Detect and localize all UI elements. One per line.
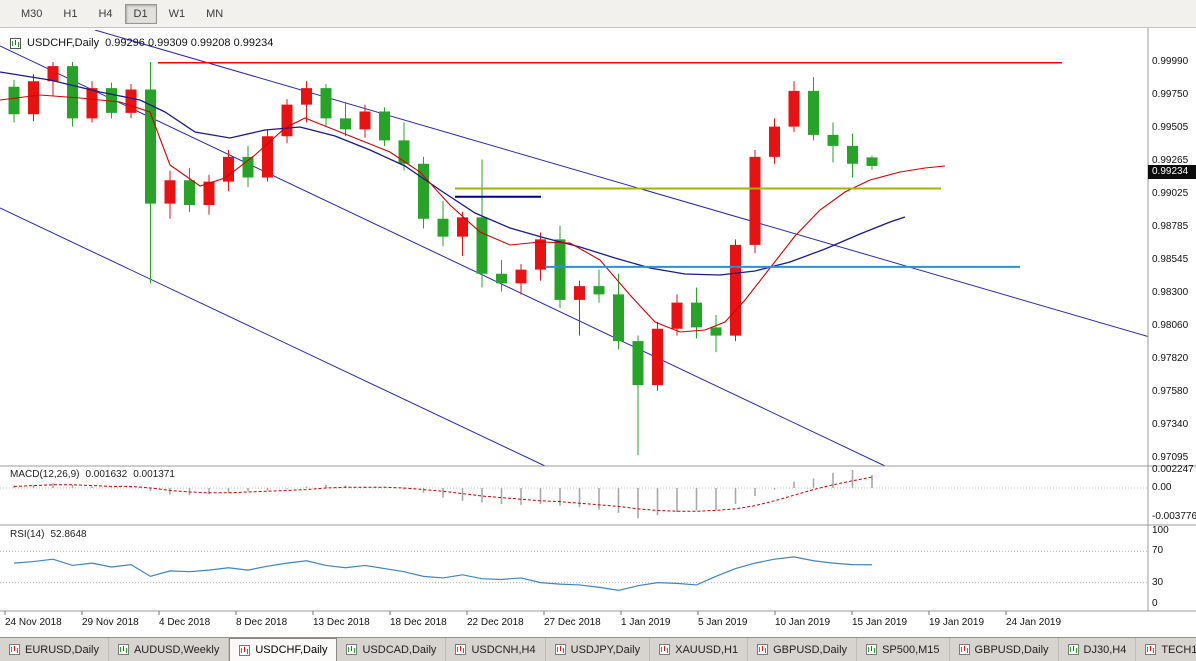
time-axis-label: 19 Jan 2019: [929, 617, 985, 628]
tab-label: USDCNH,H4: [471, 643, 536, 656]
timeframe-button-h1[interactable]: H1: [63, 7, 78, 20]
tab-chart-icon: [1145, 644, 1157, 655]
rsi-indicator-label: RSI(14) 52.8648: [10, 529, 87, 540]
tab-label: SP500,M15: [882, 643, 940, 656]
tab-label: USDJPY,Daily: [570, 643, 641, 656]
tab-label: USDCHF,Daily: [255, 644, 328, 656]
chart-icon: [10, 37, 21, 49]
tab-chart-icon: [659, 644, 671, 655]
tab-chart-icon: [239, 644, 251, 656]
chart-tab-eurusd-daily[interactable]: EURUSD,Daily: [0, 638, 109, 661]
rsi-value: 52.8648: [50, 529, 87, 540]
macd-scale-label: 0.002247: [1152, 464, 1194, 475]
price-axis-label: 0.98785: [1152, 221, 1189, 232]
time-axis-label: 24 Nov 2018: [5, 617, 62, 628]
price-axis-label: 0.99990: [1152, 56, 1189, 67]
price-axis-label: 0.97820: [1152, 353, 1189, 364]
rsi-name: RSI(14): [10, 529, 45, 540]
tab-chart-icon: [117, 644, 129, 655]
time-axis-label: 1 Jan 2019: [621, 617, 671, 628]
macd-scale-label: 0.00: [1152, 482, 1172, 493]
tab-chart-icon: [455, 644, 467, 655]
chart-ohlc-values: 0.99296 0.99309 0.99208 0.99234: [105, 37, 274, 49]
chart-tab-bar: EURUSD,Daily AUDUSD,Weekly USDCHF,Daily USD…: [0, 637, 1196, 661]
tab-chart-icon: [757, 644, 769, 655]
chart-tab-xauusd-h1[interactable]: XAUUSD,H1: [650, 638, 749, 661]
price-axis-label: 0.97095: [1152, 452, 1189, 463]
time-axis-label: 24 Jan 2019: [1006, 617, 1062, 628]
chart-tab-usdjpy-daily[interactable]: USDJPY,Daily: [546, 638, 651, 661]
time-axis-label: 18 Dec 2018: [390, 617, 447, 628]
time-axis-label: 10 Jan 2019: [775, 617, 831, 628]
timeframe-toolbar: M30 H1 H4 D1 W1 MN: [0, 0, 1196, 28]
tab-chart-icon: [346, 644, 358, 655]
time-axis-label: 22 Dec 2018: [467, 617, 524, 628]
rsi-scale-label: 100: [1152, 525, 1169, 536]
price-axis-label: 0.98300: [1152, 287, 1189, 298]
price-axis-label: 0.98060: [1152, 320, 1189, 331]
time-axis-label: 27 Dec 2018: [544, 617, 601, 628]
rsi-scale-label: 0: [1152, 598, 1158, 609]
macd-indicator-label: MACD(12,26,9) 0.001632 0.001371: [10, 469, 175, 480]
time-axis-label: 15 Jan 2019: [852, 617, 908, 628]
timeframe-button-w1[interactable]: W1: [168, 7, 186, 20]
chart-tab-gbpusd-daily[interactable]: GBPUSD,Daily: [748, 638, 858, 661]
chart-tab-gbpusd-daily[interactable]: GBPUSD,Daily: [950, 638, 1059, 661]
tab-label: EURUSD,Daily: [25, 643, 99, 656]
tab-chart-icon: [958, 644, 970, 655]
time-axis-label: 29 Nov 2018: [82, 617, 139, 628]
timeframe-button-h4[interactable]: H4: [98, 7, 113, 20]
price-axis-label: 0.98545: [1152, 254, 1189, 265]
time-axis-label: 13 Dec 2018: [313, 617, 370, 628]
macd-signal-value: 0.001371: [133, 469, 175, 480]
price-axis-label: 0.99025: [1152, 188, 1189, 199]
chart-tab-dj30-h4[interactable]: DJ30,H4: [1059, 638, 1137, 661]
price-axis-label: 0.97340: [1152, 419, 1189, 430]
tab-chart-icon: [554, 644, 566, 655]
price-axis-label: 0.99750: [1152, 89, 1189, 100]
chart-tab-usdcad-daily[interactable]: USDCAD,Daily: [337, 638, 447, 661]
current-price-badge: 0.99234: [1148, 165, 1196, 179]
chart-tab-sp500-m15[interactable]: SP500,M15: [857, 638, 950, 661]
macd-main-value: 0.001632: [85, 469, 128, 480]
tab-chart-icon: [1067, 644, 1079, 655]
tab-label: AUDUSD,Weekly: [133, 643, 220, 656]
price-axis-label: 0.99265: [1152, 155, 1189, 166]
tab-label: USDCAD,Daily: [362, 643, 437, 656]
tab-label: GBPUSD,Daily: [974, 643, 1049, 656]
chart-tab-usdchf-daily[interactable]: USDCHF,Daily: [229, 638, 338, 661]
tab-label: TECH100,H1: [1161, 643, 1196, 656]
time-axis[interactable]: 24 Nov 2018 29 Nov 2018 4 Dec 2018 8 Dec 20…: [0, 612, 1148, 637]
timeframe-button-mn[interactable]: MN: [206, 7, 224, 20]
tab-chart-icon: [866, 644, 878, 655]
time-axis-label: 8 Dec 2018: [236, 617, 288, 628]
price-axis-label: 0.99505: [1152, 122, 1189, 133]
time-axis-label: 4 Dec 2018: [159, 617, 211, 628]
chart-tab-audusd-weekly[interactable]: AUDUSD,Weekly: [109, 638, 230, 661]
time-axis-label: 5 Jan 2019: [698, 617, 748, 628]
chart-tab-usdcnh-h4[interactable]: USDCNH,H4: [446, 638, 546, 661]
timeframe-button-d1[interactable]: D1: [124, 3, 157, 24]
macd-scale-label: -0.003776: [1152, 511, 1196, 522]
chart-title: USDCHF,Daily 0.99296 0.99309 0.99208 0.9…: [10, 37, 273, 49]
tab-label: DJ30,H4: [1083, 643, 1127, 656]
rsi-scale-label: 70: [1152, 545, 1164, 556]
chart-tab-tech100-h1[interactable]: TECH100,H1: [1136, 638, 1196, 661]
macd-name: MACD(12,26,9): [10, 469, 80, 480]
tab-label: XAUUSD,H1: [675, 643, 739, 656]
timeframe-button-m30[interactable]: M30: [21, 7, 43, 20]
tab-chart-icon: [9, 644, 20, 655]
price-axis[interactable]: 0.99990 0.99750 0.99505 0.99265 0.99025 0.987…: [1149, 28, 1196, 611]
rsi-scale-label: 30: [1152, 577, 1164, 588]
tab-label: GBPUSD,Daily: [773, 643, 848, 656]
chart-symbol-period: USDCHF,Daily: [27, 37, 100, 49]
price-axis-label: 0.97580: [1152, 386, 1189, 397]
